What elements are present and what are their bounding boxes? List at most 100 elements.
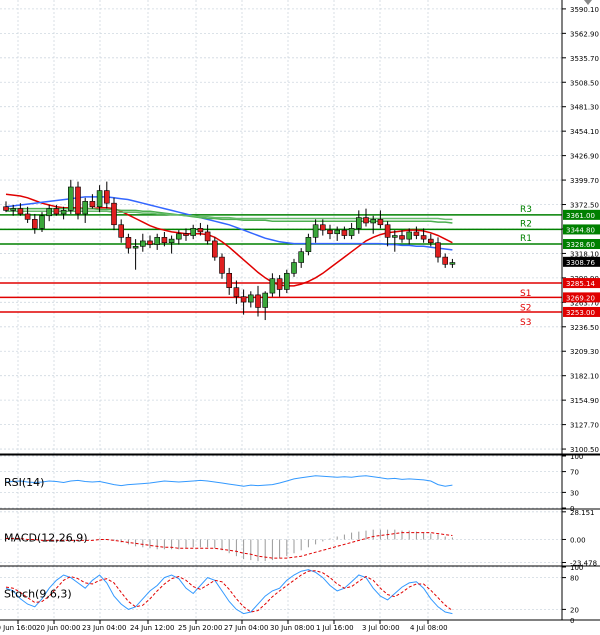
candle <box>140 233 146 252</box>
candle-body <box>377 219 384 226</box>
time-tick-label: 24 Jun 12:00 <box>130 624 174 632</box>
candle <box>31 213 38 234</box>
price-tick-label: 3209.30 <box>570 348 599 356</box>
candle <box>53 204 60 216</box>
candle-body <box>420 235 427 240</box>
candle-body <box>17 208 24 215</box>
candle <box>147 235 153 249</box>
price-tick-label: 3154.90 <box>570 397 599 405</box>
price-tick-label: 3318.10 <box>570 250 599 258</box>
level-value-box <box>563 238 600 249</box>
candle <box>125 233 132 254</box>
chart-labels: 3361.00 3344.80 3328.60 3285.14 3269.20 3253.… <box>563 209 600 317</box>
candle <box>104 181 110 209</box>
candle-body <box>68 186 74 211</box>
candle <box>319 219 326 236</box>
candle-body <box>154 237 160 245</box>
pivot-name-r3: R3 <box>520 205 532 215</box>
candle-body <box>204 231 211 242</box>
candle <box>427 233 434 247</box>
candle <box>269 273 276 297</box>
level-value-box <box>563 306 600 317</box>
time-tick-label: 30 Jun 08:00 <box>270 624 314 632</box>
candle <box>341 226 348 240</box>
candle-body <box>140 240 146 247</box>
candle-body <box>190 228 196 236</box>
candle <box>132 239 139 270</box>
indicator-tick-label: 0 <box>570 617 574 625</box>
candle-body <box>24 213 31 220</box>
candle-body <box>435 242 441 258</box>
candle <box>355 210 362 234</box>
candle <box>449 258 456 268</box>
indicator-panels: 100 70 30 0 RSI(14) 28.151 0.00 -23.478 MACD(12,… <box>0 453 600 625</box>
price-tick-label: 3236.50 <box>570 324 599 332</box>
candle-body <box>3 206 9 211</box>
candle <box>305 233 312 256</box>
candle-body <box>89 201 96 208</box>
indicator-tick-label: -23.478 <box>570 560 597 568</box>
candle-body <box>176 233 182 240</box>
price-tick-label: 3127.70 <box>570 422 599 430</box>
candle-body <box>240 296 247 303</box>
candle-body <box>269 278 276 294</box>
candle-body <box>291 262 297 274</box>
current-price-box <box>563 256 600 267</box>
candle <box>82 197 88 223</box>
candle-body <box>391 235 398 238</box>
pivot-name-s2: S2 <box>520 303 531 313</box>
candle-body <box>212 240 218 258</box>
level-value-label: 3344.80 <box>566 226 595 234</box>
pivot-name-s3: S3 <box>520 318 531 328</box>
level-value-box <box>563 209 600 220</box>
indicator-tick-label: 70 <box>570 469 579 477</box>
candle-body <box>334 229 341 235</box>
candle <box>262 291 269 321</box>
time-tick-label: 25 Jun 20:00 <box>178 624 222 632</box>
indicator-tick-label: 80 <box>570 575 579 583</box>
time-tick-label: 1 Jul 16:00 <box>316 624 354 632</box>
indicator-tick-label: 0.00 <box>570 536 586 544</box>
candle-body <box>413 231 420 236</box>
candle-body <box>96 190 103 208</box>
candle <box>68 179 74 214</box>
candle-body <box>442 256 449 265</box>
time-tick-label: 23 Jun 04:00 <box>82 624 126 632</box>
indicator-label: RSI(14) <box>4 476 44 489</box>
rsi-line <box>5 475 453 487</box>
price-tick-label: 3454.10 <box>570 128 599 136</box>
candle-body <box>10 208 16 211</box>
level-value-label: 3361.00 <box>566 212 595 220</box>
candle <box>176 230 182 245</box>
pivot-name-s1: S1 <box>520 289 531 299</box>
candle-body <box>31 219 38 229</box>
candle-body <box>233 287 240 297</box>
price-tick-label: 3372.50 <box>570 202 599 210</box>
pivot-name-r1: R1 <box>520 234 532 244</box>
price-tick-label: 3263.70 <box>570 299 599 307</box>
candlesticks <box>3 179 456 321</box>
candle <box>312 219 319 243</box>
candle-body <box>283 272 290 290</box>
candle-body <box>53 208 60 215</box>
candle-body <box>183 233 189 236</box>
candle-body <box>118 224 124 238</box>
candle <box>363 208 369 227</box>
candle <box>168 235 175 254</box>
candle <box>24 206 31 223</box>
candle <box>10 204 16 216</box>
candle <box>197 222 204 236</box>
candle <box>60 206 67 220</box>
candle <box>435 237 441 263</box>
stoch-d-line <box>5 570 453 613</box>
candle <box>212 237 218 261</box>
candle <box>204 224 211 245</box>
pivot-levels: R3 R2 R1 S1 S2 S3 <box>0 205 562 328</box>
pivot-name-r2: R2 <box>520 219 532 229</box>
candle-body <box>327 229 333 235</box>
candle <box>255 285 261 317</box>
candle <box>183 228 189 241</box>
candle <box>233 280 240 304</box>
candle-body <box>276 278 283 290</box>
price-tick-label: 3535.70 <box>570 55 599 63</box>
